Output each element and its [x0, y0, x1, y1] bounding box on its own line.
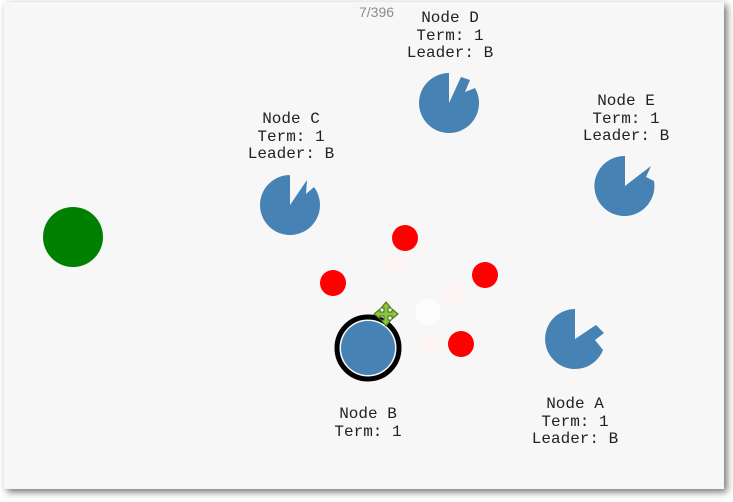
- node-b-selection-ring: [334, 314, 402, 382]
- node-e-name: Node E: [597, 92, 655, 110]
- node-c[interactable]: [260, 175, 321, 236]
- simulation-canvas[interactable]: [4, 2, 724, 489]
- node-a[interactable]: [545, 309, 604, 369]
- node-c-label: Node C Term: 1 Leader: B: [221, 110, 361, 164]
- move-cursor-icon: [373, 301, 399, 327]
- node-a-leader: Leader: B: [531, 430, 619, 448]
- message-to-d: [320, 270, 346, 296]
- node-b-term: Term: 1: [334, 422, 402, 441]
- node-b[interactable]: [341, 321, 395, 375]
- node-e-label: Node E Term: 1 Leader: B: [556, 92, 696, 146]
- node-a-term: Term: 1: [541, 412, 609, 431]
- node-d-label: Node D Term: 1 Leader: B: [380, 9, 520, 63]
- step-counter: 7/396: [359, 4, 395, 20]
- node-c-leader: Leader: B: [247, 145, 335, 163]
- message-to-e: [472, 262, 498, 288]
- node-d-leader: Leader: B: [406, 44, 494, 62]
- message-to-c: [392, 225, 418, 251]
- node-a-name: Node A: [546, 395, 604, 413]
- node-c-name: Node C: [262, 110, 320, 128]
- client-node[interactable]: [43, 207, 103, 267]
- node-c-term: Term: 1: [257, 127, 325, 146]
- message-trails: [348, 254, 463, 355]
- node-d-term: Term: 1: [416, 26, 484, 45]
- message-to-a: [448, 331, 474, 357]
- node-a-label: Node A Term: 1 Leader: B: [505, 395, 645, 449]
- node-d-name: Node D: [421, 9, 479, 27]
- node-e[interactable]: [594, 155, 655, 216]
- node-e-term: Term: 1: [592, 109, 660, 128]
- node-b-name: Node B: [339, 405, 397, 423]
- node-b-label: Node B Term: 1: [298, 405, 438, 441]
- node-d[interactable]: [419, 73, 480, 133]
- node-e-leader: Leader: B: [582, 127, 670, 145]
